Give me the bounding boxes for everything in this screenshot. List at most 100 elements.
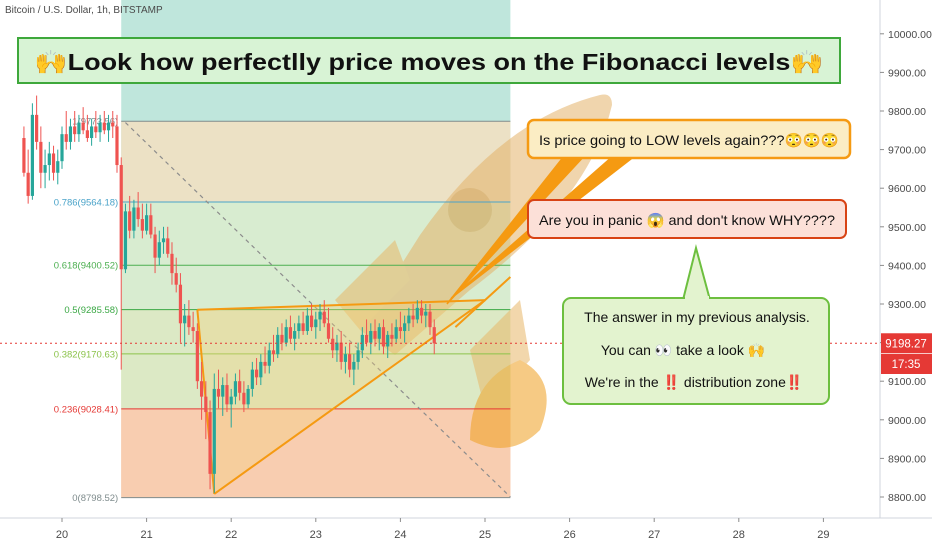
fib-levels[interactable]: 1(9773.56) 0.786(9564.18) 0.618(9400.52) 0.… bbox=[54, 117, 511, 504]
candle-body-88 bbox=[394, 327, 398, 339]
candle-body-78 bbox=[352, 361, 356, 370]
y-tick-label-9400: 9400.00 bbox=[888, 260, 926, 272]
candle-body-75 bbox=[339, 342, 343, 362]
fib-label-1: 1(9773.56) bbox=[72, 117, 118, 128]
x-tick-label-20: 20 bbox=[56, 529, 68, 541]
rocket-fin-left bbox=[335, 240, 410, 330]
candle-body-64 bbox=[293, 331, 297, 339]
callout-low-levels-bg bbox=[526, 118, 852, 160]
callout-answer-line-2: You can 👀 take a look 🙌 bbox=[601, 342, 765, 358]
candle-body-90 bbox=[403, 323, 407, 332]
fib-zone-tan bbox=[121, 121, 511, 203]
callout-panic[interactable]: Are you in panic 😱 and don't know WHY???… bbox=[527, 199, 847, 239]
candle-body-57 bbox=[263, 361, 267, 366]
callout-answer-line-3: We're in the ‼️ distribution zone‼️ bbox=[585, 374, 804, 391]
candle-body-15 bbox=[85, 130, 89, 139]
candle-body-39 bbox=[187, 315, 191, 328]
fib-zone-olive bbox=[121, 353, 511, 409]
fib-label-0: 0(8798.52) bbox=[72, 493, 118, 504]
time-axis[interactable] bbox=[0, 518, 932, 550]
candle-body-94 bbox=[419, 307, 424, 316]
candle-body-87 bbox=[390, 334, 394, 339]
y-tick-label-9300: 9300.00 bbox=[888, 299, 926, 311]
callout-answer-pointer bbox=[681, 244, 712, 301]
y-tick-label-9800: 9800.00 bbox=[888, 106, 926, 118]
candle-body-54 bbox=[250, 369, 254, 389]
rocket-watermark-icon bbox=[335, 94, 612, 448]
candle-body-62 bbox=[284, 327, 288, 343]
candle-body-21 bbox=[111, 122, 115, 127]
y-tick-label-10000: 10000.00 bbox=[888, 29, 932, 41]
candle-body-80 bbox=[360, 334, 364, 351]
countdown-value: 17:35 bbox=[892, 359, 921, 371]
candle-body-63 bbox=[288, 327, 293, 339]
callout-low-levels[interactable]: Is price going to LOW levels again???😳😳😳 bbox=[526, 118, 852, 160]
candle-body-27 bbox=[136, 207, 140, 220]
candle-body-95 bbox=[424, 311, 428, 316]
candle-body-31 bbox=[153, 234, 157, 258]
candle-body-76 bbox=[343, 354, 348, 362]
candle-body-48 bbox=[225, 385, 229, 405]
x-tick-label-23: 23 bbox=[310, 529, 322, 541]
fib-label-0.618: 0.618(9400.52) bbox=[54, 261, 118, 272]
triangle-upper-line[interactable] bbox=[197, 299, 486, 311]
fib-label-0.5: 0.5(9285.58) bbox=[64, 305, 118, 316]
y-tick-label-8800: 8800.00 bbox=[888, 492, 926, 504]
candle-body-73 bbox=[331, 338, 335, 351]
trend-line[interactable] bbox=[125, 122, 511, 498]
x-tick-label-21: 21 bbox=[140, 529, 152, 541]
candle-body-66 bbox=[301, 323, 305, 332]
x-tick-label-25: 25 bbox=[479, 529, 491, 541]
candle-body-18 bbox=[98, 122, 102, 133]
candle-body-67 bbox=[305, 315, 309, 332]
rocket-flame bbox=[470, 360, 547, 448]
candle-body-96 bbox=[428, 311, 432, 328]
y-tick-label-9100: 9100.00 bbox=[888, 376, 926, 388]
candle-body-50 bbox=[233, 381, 238, 397]
candle-body-33 bbox=[161, 238, 166, 243]
candle-body-44 bbox=[208, 412, 212, 474]
candle-body-0 bbox=[22, 138, 26, 173]
candle-body-37 bbox=[178, 284, 183, 324]
trend-line-segment[interactable] bbox=[125, 122, 511, 498]
countdown-tag-bg bbox=[881, 354, 932, 374]
candle-body-47 bbox=[221, 385, 225, 397]
candle-body-56 bbox=[259, 361, 263, 378]
candle-body-49 bbox=[229, 396, 233, 405]
candle-body-38 bbox=[183, 315, 187, 324]
candle-body-69 bbox=[314, 319, 318, 328]
candle-body-3 bbox=[35, 114, 39, 142]
current-price-tag: 9198.27 17:35 bbox=[881, 333, 932, 374]
candle-body-16 bbox=[90, 126, 94, 139]
candle-body-17 bbox=[94, 126, 98, 133]
candle-body-71 bbox=[322, 311, 326, 324]
x-tick-label-29: 29 bbox=[817, 529, 829, 541]
candle-body-60 bbox=[276, 334, 280, 355]
y-tick-label-9900: 9900.00 bbox=[888, 67, 926, 79]
candle-body-25 bbox=[128, 211, 132, 231]
candle-body-32 bbox=[157, 242, 161, 258]
rocket-fin-right bbox=[470, 300, 530, 410]
candle-body-93 bbox=[415, 307, 419, 320]
price-axis[interactable] bbox=[880, 0, 932, 518]
callout-answer-line-1: The answer in my previous analysis. bbox=[584, 309, 810, 325]
y-tick-label-8900: 8900.00 bbox=[888, 453, 926, 465]
fib-label-0.382: 0.382(9170.63) bbox=[54, 349, 118, 360]
triangle-lower-line[interactable] bbox=[213, 299, 486, 495]
triangle-extension[interactable] bbox=[454, 276, 512, 328]
callout-panic-text: Are you in panic 😱 and don't know WHY???… bbox=[539, 212, 835, 229]
x-tick-label-27: 27 bbox=[648, 529, 660, 541]
callout-answer[interactable]: The answer in my previous analysis. You … bbox=[562, 244, 830, 405]
candle-body-59 bbox=[271, 350, 276, 355]
candle-body-43 bbox=[204, 396, 208, 413]
x-tick-label-22: 22 bbox=[225, 529, 237, 541]
title-banner[interactable]: 🙌Look how perfectlly price moves on the … bbox=[17, 37, 841, 84]
candle-body-45 bbox=[212, 388, 216, 474]
candle-body-91 bbox=[407, 315, 411, 324]
rocket-window bbox=[448, 188, 492, 232]
candle-body-14 bbox=[81, 122, 85, 131]
candle-body-13 bbox=[77, 122, 81, 135]
candle-body-4 bbox=[39, 141, 43, 173]
